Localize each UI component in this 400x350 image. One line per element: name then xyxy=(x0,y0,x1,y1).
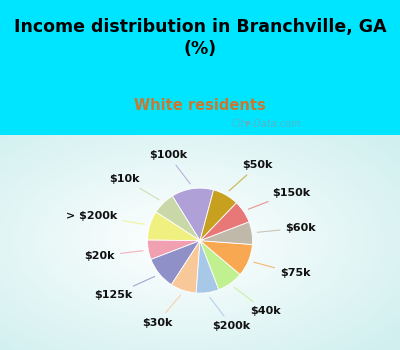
Wedge shape xyxy=(148,240,200,259)
Wedge shape xyxy=(200,203,249,241)
Text: $125k: $125k xyxy=(95,276,155,300)
Text: City-Data.com: City-Data.com xyxy=(232,119,302,129)
Text: White residents: White residents xyxy=(134,98,266,113)
Wedge shape xyxy=(151,241,200,285)
Text: $40k: $40k xyxy=(234,287,281,316)
Wedge shape xyxy=(200,241,240,290)
Text: Income distribution in Branchville, GA
(%): Income distribution in Branchville, GA (… xyxy=(14,18,386,58)
Wedge shape xyxy=(200,241,252,274)
Text: •: • xyxy=(244,118,251,131)
Wedge shape xyxy=(172,188,214,241)
Wedge shape xyxy=(200,222,252,244)
Wedge shape xyxy=(196,241,219,293)
Wedge shape xyxy=(171,241,200,293)
Text: $75k: $75k xyxy=(254,262,310,278)
Text: $150k: $150k xyxy=(248,188,310,209)
Text: $200k: $200k xyxy=(210,297,251,331)
Wedge shape xyxy=(156,196,200,241)
Wedge shape xyxy=(200,190,236,241)
Wedge shape xyxy=(148,212,200,241)
Text: > $200k: > $200k xyxy=(66,211,144,224)
Text: $20k: $20k xyxy=(84,251,143,261)
Text: $10k: $10k xyxy=(109,174,159,200)
Text: $30k: $30k xyxy=(142,295,181,328)
Text: $50k: $50k xyxy=(229,160,273,191)
Text: $100k: $100k xyxy=(149,150,190,184)
Text: $60k: $60k xyxy=(257,223,316,233)
